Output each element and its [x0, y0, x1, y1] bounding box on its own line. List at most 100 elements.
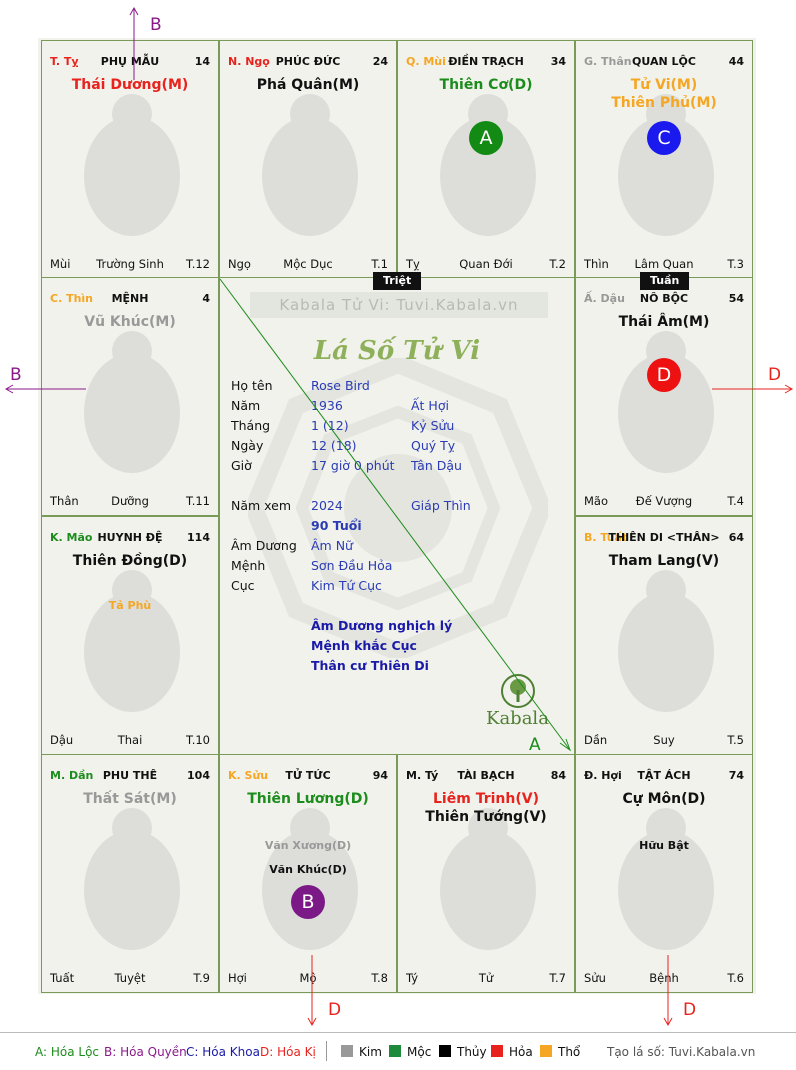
- legend-hoa: Hỏa: [491, 1045, 533, 1059]
- legend-hoa-khoa: C: Hóa Khoa: [186, 1045, 260, 1059]
- chart-title: Lá Số Tử Vi: [313, 336, 481, 366]
- palace-quan-loc[interactable]: G. Thân QUAN LỘC 44 Tử Vi(M) Thiên Phủ(M) C Th…: [575, 40, 753, 279]
- palace-menh[interactable]: C. Thìn MỆNH 4 Vũ Khúc(M) Thân Dưỡng T.11: [41, 277, 219, 516]
- minor-star: Văn Xương(D): [264, 839, 352, 852]
- zodiac-animal-watermark-icon: [440, 808, 536, 950]
- palace-no-boc[interactable]: Ấ. Dậu NÔ BỘC 54 Thái Âm(M) D Mão Đế Vượng T.4: [575, 277, 753, 516]
- palace-huynh-de[interactable]: K. Mão HUYNH ĐỆ 114 Thiên Đồng(D) Tả Phù Dậu T…: [41, 516, 219, 755]
- arrow-b-top-head: [129, 6, 139, 16]
- zodiac-animal-watermark-icon: [618, 94, 714, 236]
- transform-badge-icon: D: [647, 358, 681, 392]
- can-chi-label: B. Tuất: [584, 531, 628, 544]
- footer-branch: Hợi: [228, 971, 247, 985]
- note-2: Mệnh khắc Cục: [311, 638, 417, 653]
- can-chi-label: M. Tý: [406, 769, 439, 782]
- footer-branch: Thìn: [584, 257, 609, 271]
- palace-name: HUYNH ĐỆ: [97, 531, 163, 544]
- legend-hoa-loc: A: Hóa Lộc: [35, 1045, 100, 1059]
- main-star: Thất Sát(M): [83, 791, 177, 807]
- footer-stage: Quan Đới: [459, 257, 513, 271]
- can-chi-label: Đ. Hợi: [584, 769, 622, 782]
- note-3: Thân cư Thiên Di: [311, 658, 429, 673]
- kim-swatch-icon: [341, 1045, 353, 1057]
- footer-branch: Ngọ: [228, 257, 251, 271]
- palace-footer: Ngọ Mộc Dục T.1: [228, 257, 388, 271]
- can-chi-label: Ấ. Dậu: [584, 292, 625, 305]
- palace-tat-ach[interactable]: Đ. Hợi TẬT ÁCH 74 Cự Môn(D) Hữu Bật Sửu Bệnh T.…: [575, 754, 753, 993]
- main-star: Thái Dương(M): [71, 77, 189, 93]
- arrow-d-bot1-head: [307, 1017, 317, 1027]
- info-row-hour: Giờ 17 giờ 0 phút Tân Dậu: [231, 458, 462, 473]
- info-row-name: Họ tên Rose Bird: [231, 378, 370, 393]
- footer-month: T.2: [549, 257, 566, 271]
- thuy-swatch-icon: [439, 1045, 451, 1057]
- footer-stage: Tuyệt: [114, 971, 146, 985]
- palace-age: 104: [187, 769, 210, 782]
- main-star: Phá Quân(M): [256, 77, 360, 93]
- legend-hoa-quyen: B: Hóa Quyền: [104, 1045, 187, 1059]
- arrow-a-line: [219, 278, 571, 751]
- footer-month: T.8: [371, 971, 388, 985]
- palace-footer: Thân Dưỡng T.11: [50, 494, 210, 508]
- palace-tai-bach[interactable]: M. Tý TÀI BẠCH 84 Liêm Trinh(V) Thiên Tướng(…: [397, 754, 575, 993]
- footer-stage: Bệnh: [649, 971, 679, 985]
- info-row-age: 90 Tuổi: [311, 518, 362, 533]
- palace-phu-mau[interactable]: T. Tỵ PHỤ MẪU 14 Thái Dương(M) Mùi Trường Sin…: [41, 40, 219, 279]
- palace-footer: Sửu Bệnh T.6: [584, 971, 744, 985]
- zodiac-animal-watermark-icon: [84, 94, 180, 236]
- palace-footer: Mão Đế Vượng T.4: [584, 494, 744, 508]
- arrow-d-bot2-head: [663, 1017, 673, 1027]
- legend-kim: Kim: [341, 1045, 382, 1059]
- legend-moc: Mộc: [389, 1045, 431, 1059]
- palace-dien-trach[interactable]: Q. Mùi ĐIỀN TRẠCH 34 Thiên Cơ(D) A Tỵ Quan Đới…: [397, 40, 575, 279]
- palace-header: B. Tuất THIÊN DI <THÂN> 64: [584, 531, 744, 547]
- palace-header: N. Ngọ PHÚC ĐỨC 24: [228, 55, 388, 71]
- footer-stage: Tử: [478, 971, 494, 985]
- legend-hoa-ki: D: Hóa Kị: [260, 1045, 316, 1059]
- can-chi-label: T. Tỵ: [50, 55, 79, 68]
- palace-age: 54: [728, 292, 744, 305]
- palace-header: Đ. Hợi TẬT ÁCH 74: [584, 769, 744, 785]
- legend-thuy: Thủy: [439, 1045, 487, 1059]
- footer-branch: Dần: [584, 733, 608, 747]
- minor-star: Hữu Bật: [639, 839, 689, 852]
- palace-age: 74: [728, 769, 744, 782]
- palace-name: TÀI BẠCH: [457, 769, 515, 782]
- transform-badge-icon: A: [469, 121, 503, 155]
- footer-month: T.7: [549, 971, 566, 985]
- palace-name: QUAN LỘC: [632, 55, 696, 68]
- info-row-menh: Mệnh Sơn Đầu Hỏa: [231, 558, 393, 573]
- footer-month: T.3: [727, 257, 744, 271]
- zodiac-animal-watermark-icon: [84, 808, 180, 950]
- footer-branch: Tý: [406, 971, 419, 985]
- footer-stage: Đế Vượng: [635, 494, 693, 508]
- tho-swatch-icon: [540, 1045, 552, 1057]
- footer-month: T.11: [186, 494, 210, 508]
- arrow-d-bot1-label: D: [328, 1000, 341, 1020]
- palace-phu-the[interactable]: M. Dần PHU THÊ 104 Thất Sát(M) Tuất Tuyệt T.9: [41, 754, 219, 993]
- palace-age: 94: [372, 769, 388, 782]
- palace-footer: Dậu Thai T.10: [50, 733, 210, 747]
- zodiac-animal-watermark-icon: [440, 94, 536, 236]
- main-star: Liêm Trinh(V): [433, 791, 539, 807]
- main-star: Tử Vi(M): [630, 77, 698, 93]
- can-chi-label: K. Sửu: [228, 769, 269, 782]
- arrow-d-right-head: [784, 384, 794, 394]
- palace-tu-tuc[interactable]: K. Sửu TỬ TỨC 94 Thiên Lương(D) Văn Xương(D)…: [219, 754, 397, 993]
- zodiac-animal-watermark-icon: [618, 808, 714, 950]
- footer-branch: Mão: [584, 494, 609, 508]
- palace-name: MỆNH: [111, 292, 149, 305]
- palace-footer: Tỵ Quan Đới T.2: [406, 257, 566, 271]
- footer-month: T.4: [727, 494, 744, 508]
- zodiac-animal-watermark-icon: [618, 570, 714, 712]
- center-info-panel: Kabala Tử Vi: Tuvi.Kabala.vn Lá Số Tử Vi…: [219, 277, 575, 755]
- palace-header: G. Thân QUAN LỘC 44: [584, 55, 744, 71]
- can-chi-label: M. Dần: [50, 769, 94, 782]
- zodiac-animal-watermark-icon: [84, 570, 180, 712]
- legend-site-link[interactable]: Tạo lá số: Tuvi.Kabala.vn: [607, 1045, 756, 1059]
- palace-thien-di[interactable]: B. Tuất THIÊN DI <THÂN> 64 Tham Lang(V) Dần S…: [575, 516, 753, 755]
- palace-phuc-duc[interactable]: N. Ngọ PHÚC ĐỨC 24 Phá Quân(M) Ngọ Mộc Dục T.1: [219, 40, 397, 279]
- palace-header: T. Tỵ PHỤ MẪU 14: [50, 55, 210, 71]
- palace-footer: Thìn Lâm Quan T.3: [584, 257, 744, 271]
